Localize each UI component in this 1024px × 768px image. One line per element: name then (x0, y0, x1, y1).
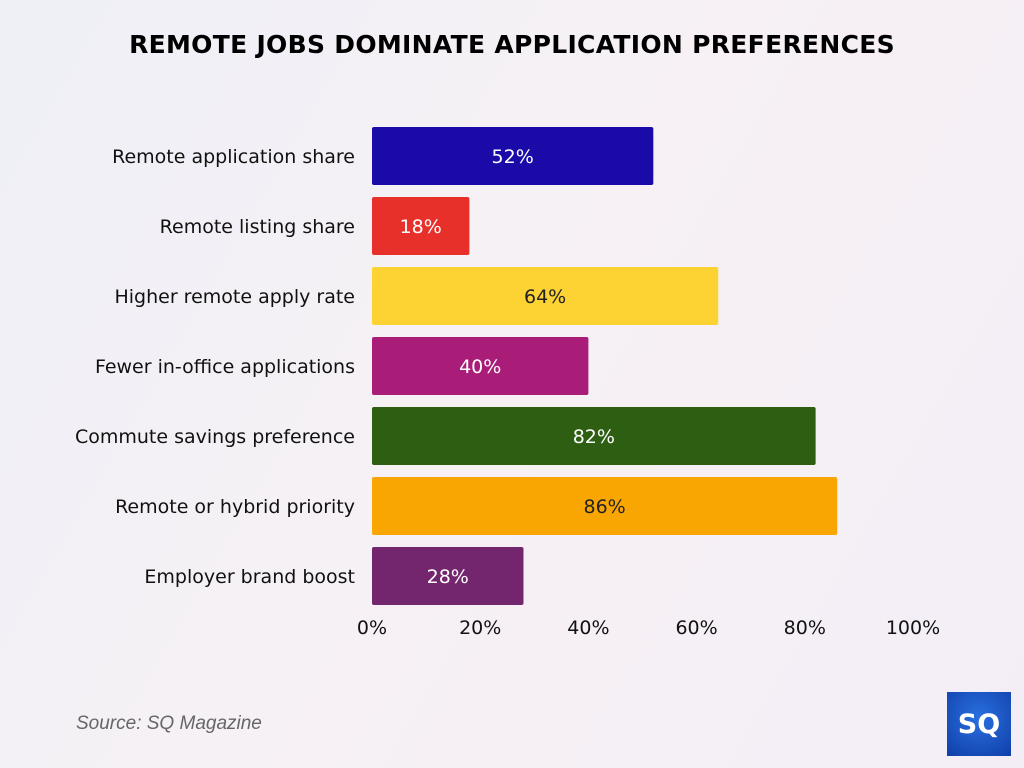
category-label: Commute savings preference (75, 426, 355, 448)
x-tick-label: 80% (784, 617, 826, 639)
x-tick-label: 60% (675, 617, 717, 639)
bar (372, 267, 719, 325)
category-label: Fewer in-office applications (95, 356, 355, 378)
x-tick-label: 20% (459, 617, 501, 639)
bar-value-label: 82% (573, 426, 615, 448)
bar (372, 127, 654, 185)
bar-value-label: 28% (427, 566, 469, 588)
bar-value-label: 86% (584, 496, 626, 518)
chart-title: REMOTE JOBS DOMINATE APPLICATION PREFERE… (129, 30, 895, 59)
category-label: Remote or hybrid priority (115, 496, 355, 518)
category-label: Remote application share (112, 146, 355, 168)
bar (372, 477, 838, 535)
bar-value-label: 40% (459, 356, 501, 378)
bar (372, 337, 589, 395)
bar-value-label: 18% (400, 216, 442, 238)
bar (372, 197, 470, 255)
x-tick-label: 100% (886, 617, 940, 639)
bar (372, 547, 524, 605)
x-tick-label: 40% (567, 617, 609, 639)
bar-value-label: 52% (492, 146, 534, 168)
source-text: Source: SQ Magazine (76, 713, 262, 734)
category-label: Remote listing share (160, 216, 355, 238)
bar-value-label: 64% (524, 286, 566, 308)
sq-logo: SQ (947, 692, 1011, 756)
x-tick-label: 0% (357, 617, 387, 639)
bar (372, 407, 816, 465)
category-label: Employer brand boost (144, 566, 355, 588)
category-label: Higher remote apply rate (114, 286, 355, 308)
